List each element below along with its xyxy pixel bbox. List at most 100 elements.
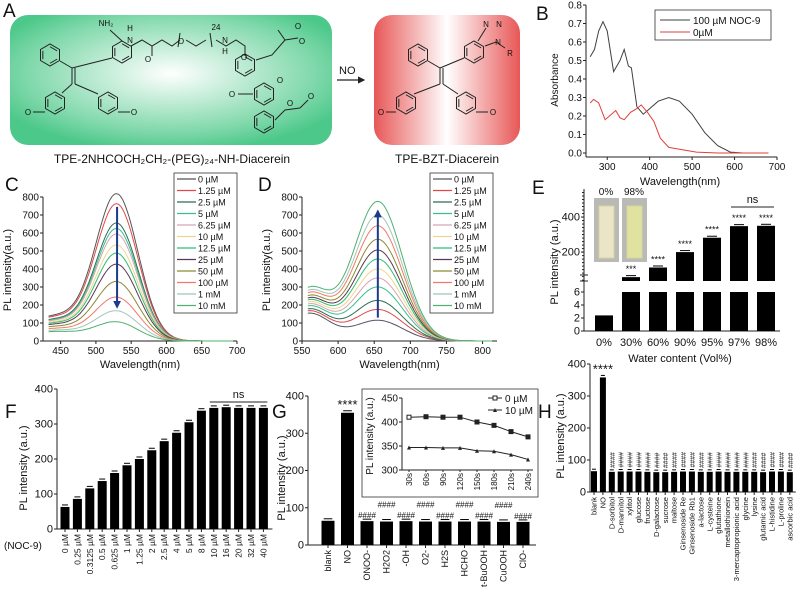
y-tick-label: 0.7 bbox=[568, 19, 582, 30]
bar-lower-segment bbox=[676, 292, 694, 331]
x-tick-label: 550 bbox=[294, 346, 311, 357]
y-tick-label: 400 bbox=[568, 359, 586, 371]
legend-label: 5 µM bbox=[454, 209, 474, 219]
triangle-marker-icon bbox=[475, 448, 479, 453]
x-axis-label: Wavelength(nm) bbox=[640, 176, 720, 188]
bar bbox=[757, 225, 775, 281]
bar bbox=[626, 471, 633, 492]
atom-label: 24 bbox=[212, 23, 221, 32]
methoxyphenyl-ring bbox=[98, 91, 118, 115]
bar bbox=[85, 488, 95, 529]
square-marker-icon bbox=[525, 434, 531, 440]
bond bbox=[413, 83, 441, 95]
atom-label: O bbox=[378, 108, 384, 117]
triangle-marker-icon bbox=[458, 445, 462, 450]
double-bond bbox=[107, 106, 116, 112]
x-tick-label: 2.5 µM bbox=[159, 534, 169, 560]
aniline-ring bbox=[112, 40, 132, 64]
atom-label: R bbox=[507, 49, 513, 58]
significance-label: #### bbox=[436, 512, 454, 521]
atom-label: O bbox=[229, 90, 235, 99]
bar bbox=[497, 521, 510, 545]
atom-label: O bbox=[178, 37, 184, 46]
x-tick-label: 40 µM bbox=[258, 534, 268, 558]
inset-y-axis-label: PL intensity (a.u.) bbox=[365, 397, 376, 474]
double-bond bbox=[244, 56, 253, 62]
x-tick-label: 550 bbox=[123, 346, 140, 357]
y-tick-label: 100 bbox=[22, 319, 39, 330]
y-axis-label: PL intensity(a.u.) bbox=[261, 229, 273, 311]
y-tick-label: 300 bbox=[35, 419, 53, 431]
triangle-marker-icon bbox=[492, 449, 496, 454]
double-bond bbox=[263, 113, 272, 119]
x-tick-label: t-BuOOH bbox=[479, 550, 489, 587]
bar bbox=[419, 521, 432, 545]
x-tick-label: 8 µM bbox=[196, 534, 206, 553]
y-tick-label: 400 bbox=[22, 265, 39, 276]
inset-x-tick-label: 240s bbox=[524, 473, 533, 490]
legend-label: 1.25 µM bbox=[198, 186, 231, 196]
bar bbox=[635, 471, 642, 492]
panel-label: H bbox=[538, 402, 552, 423]
significance-label: #### bbox=[456, 501, 474, 510]
atom-label: O bbox=[295, 22, 301, 31]
bar bbox=[184, 422, 194, 529]
bond bbox=[74, 83, 99, 95]
product-name: TPE-BZT-Diacerein bbox=[395, 152, 499, 166]
double-bond bbox=[465, 106, 474, 112]
bond bbox=[277, 29, 286, 41]
atom-label: O bbox=[277, 76, 283, 85]
y-tick-label: 100 bbox=[286, 502, 304, 514]
spectrum-line-0 bbox=[307, 312, 492, 342]
significance-label: **** bbox=[732, 213, 747, 223]
double-bond bbox=[49, 46, 58, 52]
y-tick-label: 500 bbox=[22, 247, 39, 258]
significance-label: #### bbox=[663, 452, 670, 468]
reactant-background bbox=[10, 15, 332, 145]
x-tick-label: 10 µM bbox=[209, 534, 219, 558]
bar-lower-segment bbox=[649, 292, 667, 331]
double-bond bbox=[473, 43, 482, 49]
y-tick-label: 0.2 bbox=[568, 112, 582, 123]
x-tick-label: 90% bbox=[674, 337, 696, 349]
y-tick-label: 400 bbox=[562, 212, 580, 224]
atom-label: H bbox=[222, 47, 228, 56]
legend-label: 50 µM bbox=[198, 267, 223, 277]
double-bond bbox=[263, 97, 272, 103]
bond bbox=[484, 41, 506, 49]
y-tick-label: 0.5 bbox=[568, 56, 582, 67]
x-tick-label: fructose bbox=[643, 497, 652, 524]
square-marker-icon bbox=[423, 414, 429, 420]
atom-label: N bbox=[496, 20, 502, 29]
triangle-marker-icon bbox=[526, 457, 530, 462]
double-bond bbox=[263, 85, 272, 91]
x-axis-label: Wavelength(nm) bbox=[359, 359, 439, 371]
y-tick-label: 0 bbox=[298, 540, 304, 552]
x-tick-label: blank bbox=[590, 497, 599, 515]
y-tick-label: 300 bbox=[22, 283, 39, 294]
y-axis-label: PL intensity (a.u.) bbox=[555, 393, 567, 478]
photo-label: 0% bbox=[599, 187, 614, 198]
significance-label: #### bbox=[779, 452, 786, 468]
legend-label: 10 µM bbox=[198, 232, 223, 242]
x-tick-label: NO bbox=[599, 497, 608, 508]
bar bbox=[209, 407, 219, 529]
legend-box bbox=[654, 9, 772, 41]
inset-y-tick-label: 300 bbox=[381, 466, 398, 477]
atom-label: O bbox=[25, 108, 31, 117]
spectrum-line-11 bbox=[48, 321, 233, 342]
x-tick-label: 30% bbox=[620, 337, 642, 349]
significance-label: **** bbox=[337, 397, 357, 412]
legend-label: 10 µM bbox=[454, 232, 479, 242]
open-square-icon bbox=[492, 395, 498, 401]
x-tick-label: metallothionein bbox=[723, 497, 732, 547]
y-tick-label: 0.4 bbox=[568, 75, 582, 86]
x-tick-label: 16 µM bbox=[221, 534, 231, 558]
y-axis-label: PL intensity (a.u.) bbox=[276, 435, 288, 520]
panel-label: E bbox=[532, 178, 545, 199]
significance-label: #### bbox=[752, 452, 759, 468]
legend-label: 10 mM bbox=[454, 301, 482, 311]
atom-label: NH₂ bbox=[99, 19, 114, 28]
y-tick-label: 100 bbox=[281, 319, 298, 330]
double-bond bbox=[405, 94, 414, 100]
